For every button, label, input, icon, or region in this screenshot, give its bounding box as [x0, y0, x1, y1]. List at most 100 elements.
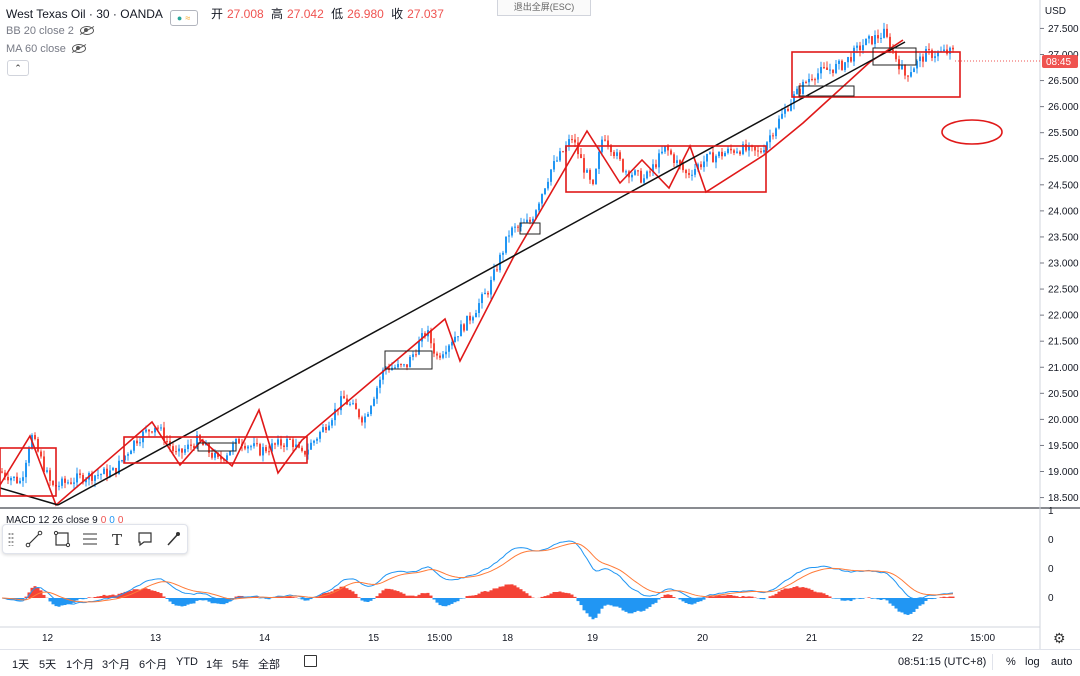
indicator-bb[interactable]: BB 20 close 2: [6, 25, 94, 37]
hidden-eye-icon[interactable]: [72, 44, 86, 53]
hidden-eye-icon[interactable]: [80, 26, 94, 35]
range-1y[interactable]: 1年: [206, 656, 223, 672]
macd-histogram-bar: [40, 590, 43, 598]
candle-body: [844, 62, 846, 70]
macd-histogram-bar: [625, 598, 628, 612]
macd-histogram-bar: [907, 598, 910, 615]
macd-histogram-bar: [637, 598, 640, 611]
candle-body: [58, 486, 60, 487]
candle-body: [802, 82, 804, 94]
percent-toggle[interactable]: %: [1006, 656, 1016, 668]
candle-body: [787, 109, 789, 111]
candle-body: [580, 154, 582, 158]
candle-body: [691, 175, 693, 176]
candle-body: [838, 61, 840, 64]
text-tool-icon[interactable]: T: [104, 526, 132, 552]
pattern-box: [799, 86, 854, 96]
candle-body: [562, 151, 564, 152]
macd-histogram-bar: [79, 598, 82, 599]
calendar-icon[interactable]: [304, 655, 317, 667]
macd-histogram-bar: [619, 598, 622, 608]
range-3m[interactable]: 3个月: [102, 656, 130, 672]
price-tick-label: 22.000: [1048, 311, 1079, 322]
range-all[interactable]: 全部: [258, 656, 280, 672]
candle-body: [172, 446, 174, 451]
macd-histogram-bar: [913, 598, 916, 612]
macd-histogram-bar: [787, 589, 790, 598]
candle-body: [487, 293, 489, 295]
brush-tool-icon[interactable]: [159, 526, 187, 552]
candle-body: [151, 431, 153, 432]
macd-histogram-bar: [643, 598, 646, 611]
macd-histogram-bar: [826, 595, 829, 598]
candle-body: [865, 39, 867, 45]
candle-body: [529, 220, 531, 222]
macd-histogram-bar: [517, 587, 520, 598]
candle-body: [247, 446, 249, 448]
line-tool-icon[interactable]: [20, 526, 48, 552]
macd-histogram-bar: [691, 598, 694, 605]
macd-histogram-bar: [553, 592, 556, 598]
range-1m[interactable]: 1个月: [66, 656, 94, 672]
last-price-label: 08:45: [1046, 57, 1071, 68]
macd-histogram-bar: [793, 587, 796, 598]
macd-histogram-bar: [394, 590, 397, 598]
candle-body: [856, 46, 858, 48]
close-value: 27.037: [407, 7, 444, 21]
bb-label: BB 20 close 2: [6, 25, 74, 37]
candle-body: [28, 449, 30, 463]
candle-body: [157, 428, 159, 429]
candle-body: [715, 156, 717, 162]
macd-histogram-bar: [634, 598, 637, 612]
macd-histogram-bar: [142, 589, 145, 598]
macd-histogram-bar: [598, 598, 601, 614]
candle-body: [268, 451, 270, 452]
macd-histogram-bar: [472, 595, 475, 598]
candle-body: [736, 152, 738, 153]
candle-body: [769, 135, 771, 142]
candle-body: [286, 439, 288, 447]
macd-histogram-bar: [772, 595, 775, 598]
macd-histogram-bar: [166, 598, 169, 599]
clock-readout[interactable]: 08:51:15 (UTC+8): [898, 656, 986, 668]
macd-histogram-bar: [667, 594, 670, 598]
gear-icon[interactable]: ⚙: [1053, 630, 1066, 647]
candle-body: [901, 65, 903, 69]
candle-body: [928, 49, 930, 50]
candle-body: [73, 482, 75, 483]
candle-body: [625, 171, 627, 172]
macd-histogram-bar: [178, 598, 181, 606]
range-6m[interactable]: 6个月: [139, 656, 167, 672]
macd-histogram-bar: [934, 598, 937, 599]
candle-body: [541, 194, 543, 203]
candle-body: [403, 364, 405, 365]
range-1d[interactable]: 1天: [12, 656, 29, 672]
indicator-ma[interactable]: MA 60 close: [6, 43, 86, 55]
macd-histogram-bar: [415, 596, 418, 598]
drawing-toolbar[interactable]: T: [2, 524, 188, 554]
macd-histogram-bar: [877, 598, 880, 599]
macd-histogram-bar: [427, 593, 430, 598]
symbol-title[interactable]: West Texas Oil · 30 · OANDA: [6, 7, 162, 21]
auto-toggle[interactable]: auto: [1051, 656, 1072, 668]
collapse-legend-button[interactable]: ⌃: [7, 60, 29, 76]
candle-body: [469, 316, 471, 321]
macd-histogram-bar: [193, 598, 196, 603]
range-5y[interactable]: 5年: [232, 656, 249, 672]
exit-fullscreen-button[interactable]: 退出全屏(ESC): [497, 0, 591, 16]
macd-histogram-bar: [358, 597, 361, 598]
candle-body: [61, 479, 63, 486]
callout-tool-icon[interactable]: [131, 526, 159, 552]
candle-body: [661, 152, 663, 154]
parallel-channel-icon[interactable]: [76, 526, 104, 552]
rectangle-tool-icon[interactable]: [48, 526, 76, 552]
macd-histogram-bar: [190, 598, 193, 604]
macd-histogram-bar: [85, 598, 88, 599]
macd-histogram-bar: [796, 586, 799, 598]
drag-handle-icon[interactable]: [8, 532, 14, 546]
log-toggle[interactable]: log: [1025, 656, 1040, 668]
candle-body: [589, 170, 591, 180]
range-5d[interactable]: 5天: [39, 656, 56, 672]
macd-histogram-bar: [94, 597, 97, 598]
range-ytd[interactable]: YTD: [176, 656, 198, 668]
